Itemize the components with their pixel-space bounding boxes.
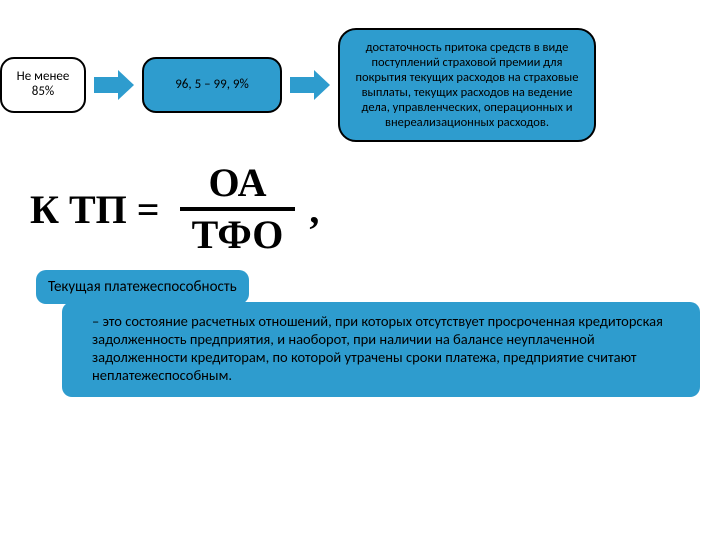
arrow-icon	[94, 70, 134, 100]
box-threshold: Не менее 85%	[0, 57, 86, 113]
term-box: Текущая платежеспособность	[36, 270, 249, 304]
box-description: достаточность притока средств в виде пос…	[338, 28, 596, 142]
definition-text: – это состояние расчетных отношений, при…	[92, 312, 663, 384]
box-range: 96, 5 – 99, 9%	[142, 57, 282, 113]
box-threshold-text: Не менее 85%	[8, 70, 78, 100]
formula: К ТП = ОА ТФО ,	[30, 162, 720, 256]
fraction-bar	[180, 207, 296, 211]
formula-trailing: ,	[309, 186, 319, 233]
formula-numerator: ОА	[196, 162, 278, 204]
definition-box: – это состояние расчетных отношений, при…	[62, 302, 700, 397]
formula-denominator: ТФО	[180, 214, 296, 256]
formula-lhs: К ТП	[30, 186, 127, 233]
formula-equals: =	[137, 186, 160, 233]
term-label: Текущая платежеспособность	[48, 278, 237, 296]
box-description-text: достаточность притока средств в виде пос…	[356, 40, 579, 130]
box-range-text: 96, 5 – 99, 9%	[175, 78, 249, 93]
formula-fraction: ОА ТФО	[180, 162, 296, 256]
top-row: Не менее 85% 96, 5 – 99, 9% достаточност…	[0, 0, 720, 142]
arrow-icon	[290, 70, 330, 100]
